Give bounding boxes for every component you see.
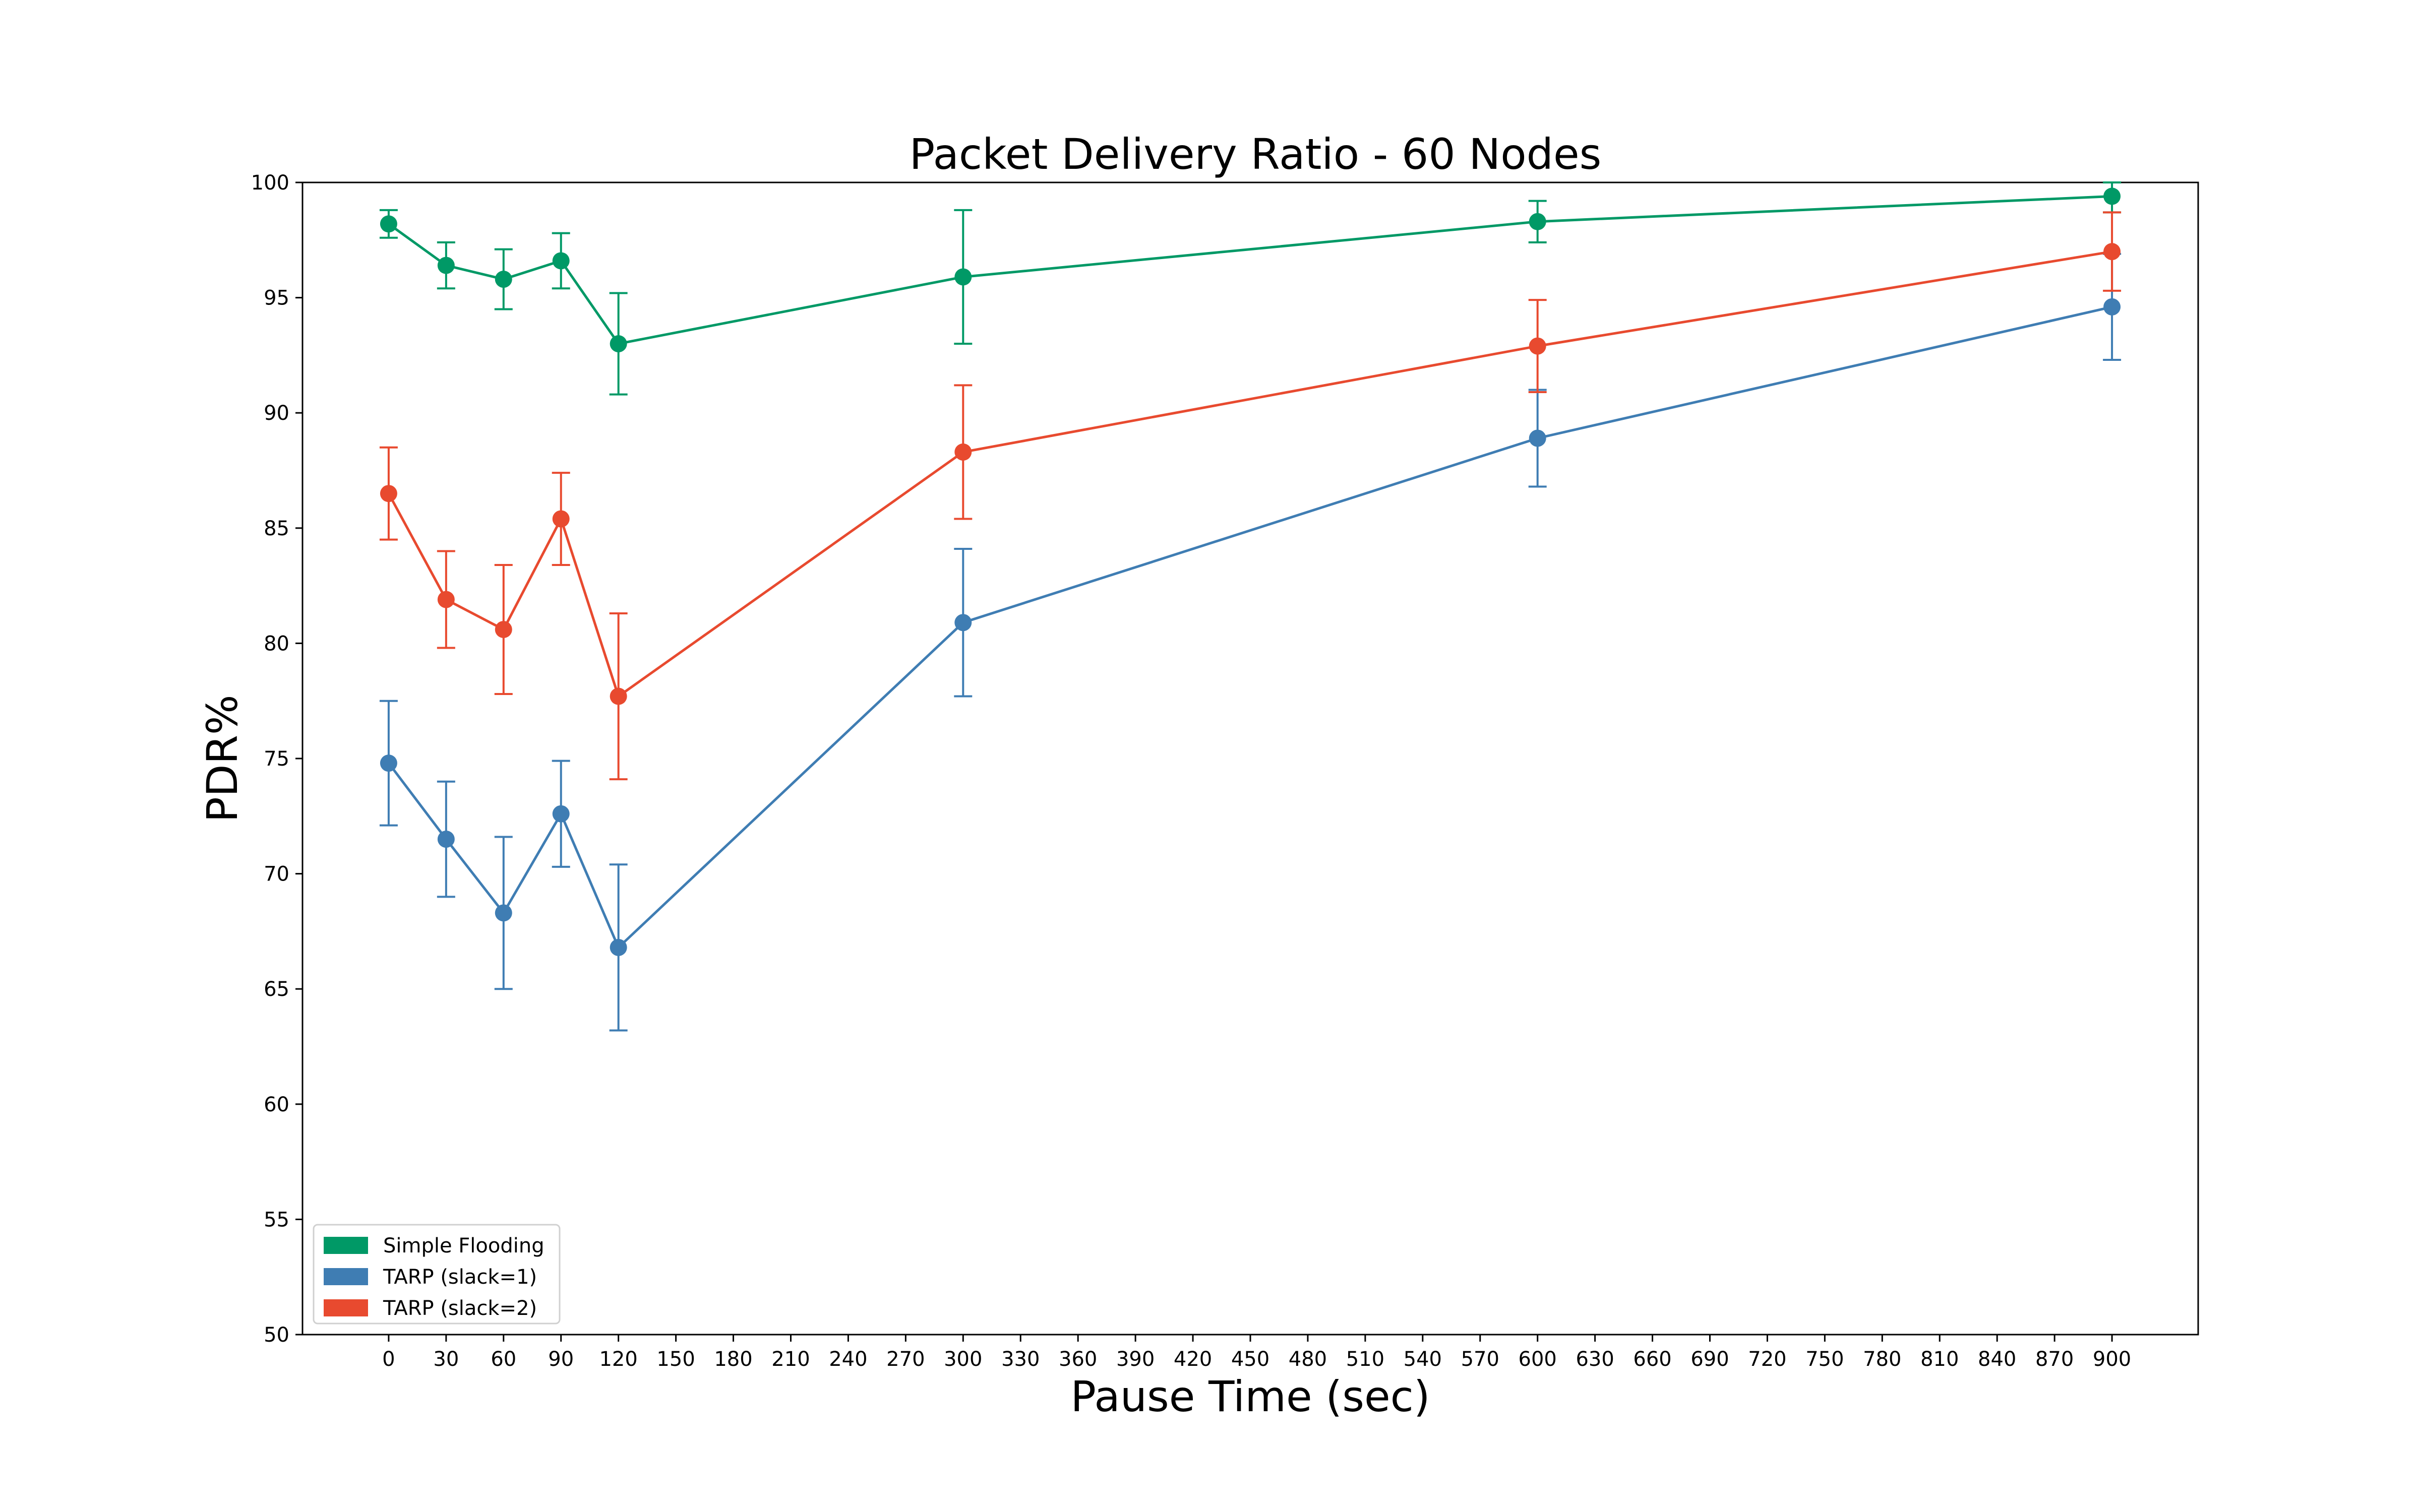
data-point (610, 687, 627, 705)
series-line (387, 250, 2112, 699)
y-tick-label: 65 (264, 978, 289, 1001)
x-tick-label: 630 (1576, 1348, 1614, 1371)
x-tick-label: 30 (433, 1348, 459, 1371)
y-tick-label: 55 (264, 1208, 289, 1231)
x-tick-label: 660 (1633, 1348, 1671, 1371)
legend-swatch (324, 1237, 368, 1254)
series-tarp-slack-2 (379, 211, 2122, 781)
data-point (610, 335, 627, 353)
legend-swatch (324, 1268, 368, 1285)
data-point (552, 510, 570, 528)
data-point (380, 215, 397, 233)
y-tick-label: 70 (264, 863, 289, 886)
chart-title: Packet Delivery Ratio - 60 Nodes (910, 130, 1602, 179)
y-tick-label: 50 (264, 1324, 289, 1347)
data-point (2103, 243, 2121, 261)
data-point (2103, 187, 2121, 205)
data-point (495, 271, 512, 288)
data-point (1529, 429, 1546, 447)
x-tick-label: 600 (1519, 1348, 1557, 1371)
x-tick-label: 810 (1920, 1348, 1959, 1371)
data-point (1529, 337, 1546, 355)
y-axis: 50 55 60 65 70 75 80 85 90 95 100 (251, 171, 302, 1347)
legend: Simple Flooding TARP (slack=1) TARP (slack… (313, 1224, 561, 1325)
series-simple-flooding (379, 181, 2122, 396)
x-tick-label: 330 (1001, 1348, 1040, 1371)
x-tick-label: 510 (1346, 1348, 1384, 1371)
legend-label: TARP (slack=2) (383, 1297, 537, 1320)
x-tick-label: 420 (1174, 1348, 1212, 1371)
series-tarp-slack-1 (379, 253, 2122, 1032)
legend-label: Simple Flooding (383, 1234, 544, 1257)
x-tick-label: 870 (2035, 1348, 2074, 1371)
x-axis-label: Pause Time (sec) (1070, 1372, 1430, 1421)
x-tick-label: 210 (771, 1348, 810, 1371)
data-point (380, 485, 397, 502)
legend-label: TARP (slack=1) (383, 1266, 537, 1289)
legend-frame (313, 1224, 561, 1325)
x-tick-label: 360 (1059, 1348, 1097, 1371)
plot-area (301, 181, 2199, 1336)
y-tick-label: 100 (251, 171, 289, 195)
legend-swatch (324, 1299, 368, 1316)
y-tick-label: 90 (264, 402, 289, 425)
series-line (388, 195, 2112, 345)
data-point (1529, 213, 1546, 230)
x-tick-label: 750 (1805, 1348, 1844, 1371)
y-tick-label: 80 (264, 632, 289, 655)
data-point (380, 754, 397, 772)
x-tick-label: 480 (1289, 1348, 1327, 1371)
x-tick-label: 0 (382, 1348, 395, 1371)
y-tick-label: 95 (264, 287, 289, 310)
data-point (437, 257, 455, 274)
data-point (552, 805, 570, 823)
x-tick-label: 450 (1231, 1348, 1269, 1371)
data-point (495, 620, 512, 638)
x-tick-label: 720 (1748, 1348, 1786, 1371)
x-tick-label: 150 (656, 1348, 695, 1371)
x-tick-label: 390 (1116, 1348, 1155, 1371)
y-tick-label: 60 (264, 1093, 289, 1116)
x-tick-label: 120 (599, 1348, 637, 1371)
series-layer (379, 181, 2122, 1032)
x-tick-label: 240 (829, 1348, 867, 1371)
x-axis: 0 30 60 90 120 150 180 210 240 270 300 330 360 390 420… (382, 1335, 2131, 1371)
data-point (954, 614, 972, 632)
data-point (552, 252, 570, 270)
x-tick-label: 690 (1690, 1348, 1729, 1371)
x-tick-label: 780 (1863, 1348, 1901, 1371)
x-tick-label: 540 (1404, 1348, 1442, 1371)
y-axis-label: PDR% (198, 695, 247, 823)
data-point (437, 591, 455, 608)
x-tick-label: 270 (886, 1348, 925, 1371)
x-tick-label: 570 (1461, 1348, 1499, 1371)
x-tick-label: 60 (491, 1348, 516, 1371)
data-point (954, 268, 972, 286)
x-tick-label: 300 (944, 1348, 982, 1371)
y-tick-label: 75 (264, 747, 289, 771)
x-tick-label: 90 (548, 1348, 574, 1371)
data-point (610, 938, 627, 956)
data-point (437, 831, 455, 848)
data-point (495, 904, 512, 922)
x-tick-label: 180 (714, 1348, 752, 1371)
data-point (2103, 298, 2121, 316)
series-line (387, 305, 2112, 950)
x-tick-label: 840 (1978, 1348, 2016, 1371)
y-tick-label: 85 (264, 517, 289, 540)
data-point (954, 443, 972, 461)
x-tick-label: 900 (2093, 1348, 2131, 1371)
